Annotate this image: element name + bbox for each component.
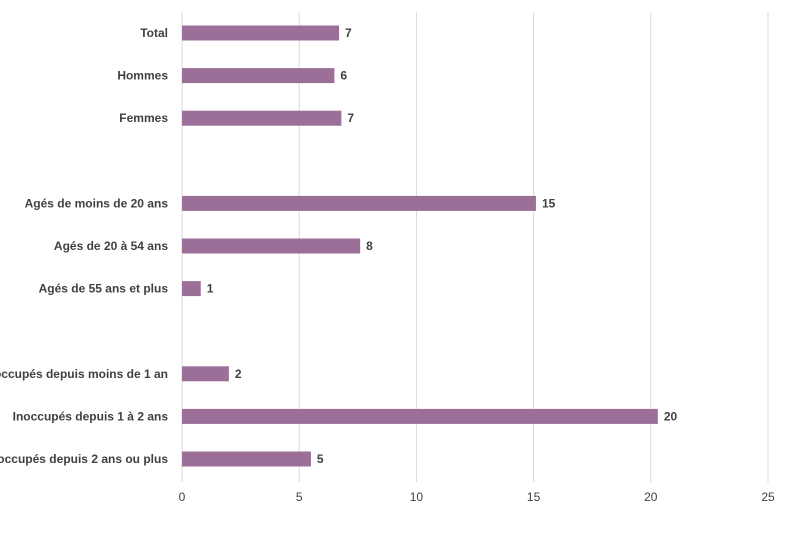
data-label: 6: [340, 69, 347, 83]
category-label: Agés de moins de 20 ans: [25, 196, 169, 210]
category-label: Inoccupés depuis 2 ans ou plus: [0, 452, 168, 466]
gridlines: [181, 12, 769, 482]
data-label: 8: [366, 239, 373, 253]
x-tick-label: 15: [527, 490, 541, 504]
category-labels: Total Hommes Femmes Agés de moins de 20 ans…: [0, 26, 168, 466]
data-label: 15: [542, 196, 556, 210]
data-label: 7: [347, 111, 354, 125]
bar: [182, 281, 201, 297]
bar: [182, 238, 361, 254]
bar: [182, 451, 311, 467]
category-label: Total: [140, 26, 168, 40]
x-tick-label: 25: [761, 490, 775, 504]
data-label: 7: [345, 26, 352, 40]
bars: [182, 25, 658, 467]
bar: [182, 408, 658, 424]
category-label: Inoccupés depuis moins de 1 an: [0, 367, 168, 381]
category-label: Agés de 20 à 54 ans: [54, 239, 168, 253]
bar: [182, 68, 335, 84]
category-label: Hommes: [117, 69, 168, 83]
value-labels: 7 6 7 15 8 1 2 20 5: [207, 26, 678, 466]
x-tick-label: 20: [644, 490, 658, 504]
category-label: Inoccupés depuis 1 à 2 ans: [13, 409, 169, 423]
x-tick-label: 0: [179, 490, 186, 504]
data-label: 20: [664, 409, 678, 423]
x-tick-label: 5: [296, 490, 303, 504]
x-tick-label: 10: [410, 490, 424, 504]
data-label: 1: [207, 282, 214, 296]
x-axis-ticks: 0 5 10 15 20 25: [179, 490, 775, 504]
category-label: Femmes: [119, 111, 168, 125]
category-label: Agés de 55 ans et plus: [39, 282, 169, 296]
data-label: 2: [235, 367, 242, 381]
data-label: 5: [317, 452, 324, 466]
bar: [182, 366, 229, 382]
bar: [182, 25, 340, 41]
bar: [182, 195, 536, 211]
bar: [182, 110, 342, 126]
